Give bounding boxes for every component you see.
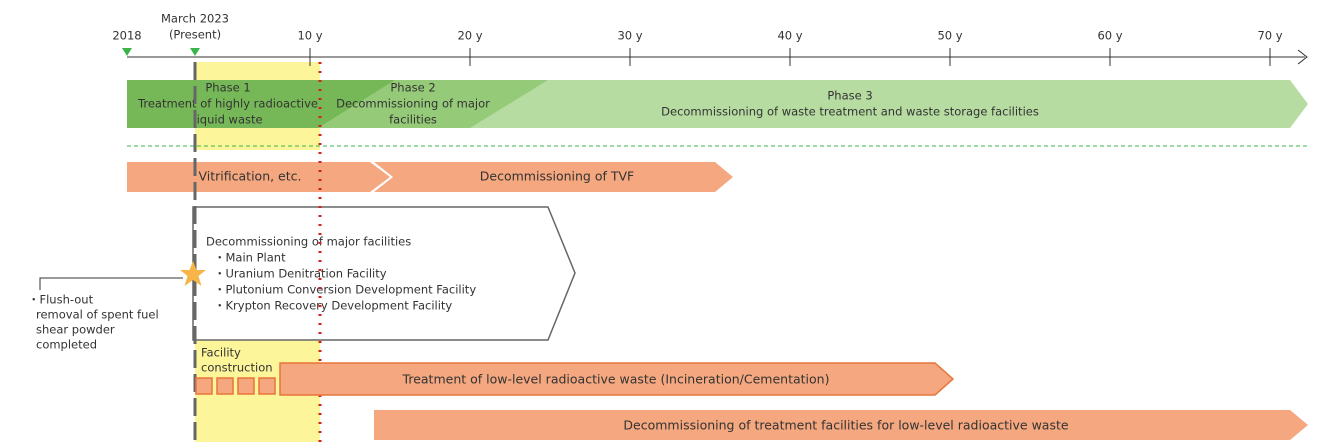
note: ・Flush-out [28, 293, 94, 307]
box-title: Decommissioning of major facilities [206, 235, 411, 249]
completion-star [180, 261, 206, 286]
phase-description: Decommissioning of major [336, 97, 490, 111]
construction-label: Facility [201, 346, 241, 360]
start-marker [122, 48, 132, 56]
tvf-arrow [374, 162, 733, 192]
axis-ticks [309, 48, 1271, 66]
construction-label: construction [201, 361, 273, 375]
box-item: ・Uranium Denitration Facility [214, 267, 387, 281]
note: completed [36, 338, 97, 352]
note: removal of spent fuel [36, 308, 159, 322]
tick-label: 40 y [777, 29, 802, 43]
tick-label: 20 y [457, 29, 482, 43]
note: shear powder [36, 323, 115, 337]
phase-description: liquid waste [193, 113, 262, 127]
tick-label: 60 y [1097, 29, 1122, 43]
phase-description: facilities [389, 113, 437, 127]
phase-label: Phase 1 [205, 81, 250, 95]
present-label: March 2023 [161, 12, 229, 26]
construction-blocks [195, 377, 276, 395]
task-label: Treatment of low-level radioactive waste… [402, 372, 830, 387]
phase-label: Phase 2 [390, 81, 435, 95]
tick-label: 10 y [297, 29, 322, 43]
box-item: ・Krypton Recovery Development Facility [214, 299, 452, 313]
start-label: 2018 [112, 29, 141, 43]
task-label: Decommissioning of treatment facilities … [623, 418, 1068, 433]
task-label: Vitrification, etc. [199, 169, 302, 184]
tick-label: 50 y [937, 29, 962, 43]
phase-label: Phase 3 [827, 89, 872, 103]
axis-arrow [1297, 49, 1308, 65]
box-item: ・Main Plant [214, 251, 286, 265]
major-facilities-box [192, 206, 576, 341]
present-label: (Present) [169, 28, 221, 42]
vitrification-arrow [127, 162, 390, 192]
task-label: Decommissioning of TVF [480, 169, 634, 184]
tick-label: 30 y [617, 29, 642, 43]
box-item: ・Plutonium Conversion Development Facili… [214, 283, 476, 297]
low-level-decommissioning-arrow [374, 410, 1308, 440]
low-level-treatment-arrow [279, 362, 955, 396]
tick-label: 70 y [1257, 29, 1282, 43]
present-marker [190, 48, 200, 56]
phase-description: Decommissioning of waste treatment and w… [661, 105, 1039, 119]
phase-description: Treatment of highly radioactive [137, 97, 318, 111]
note-connector [39, 277, 183, 290]
